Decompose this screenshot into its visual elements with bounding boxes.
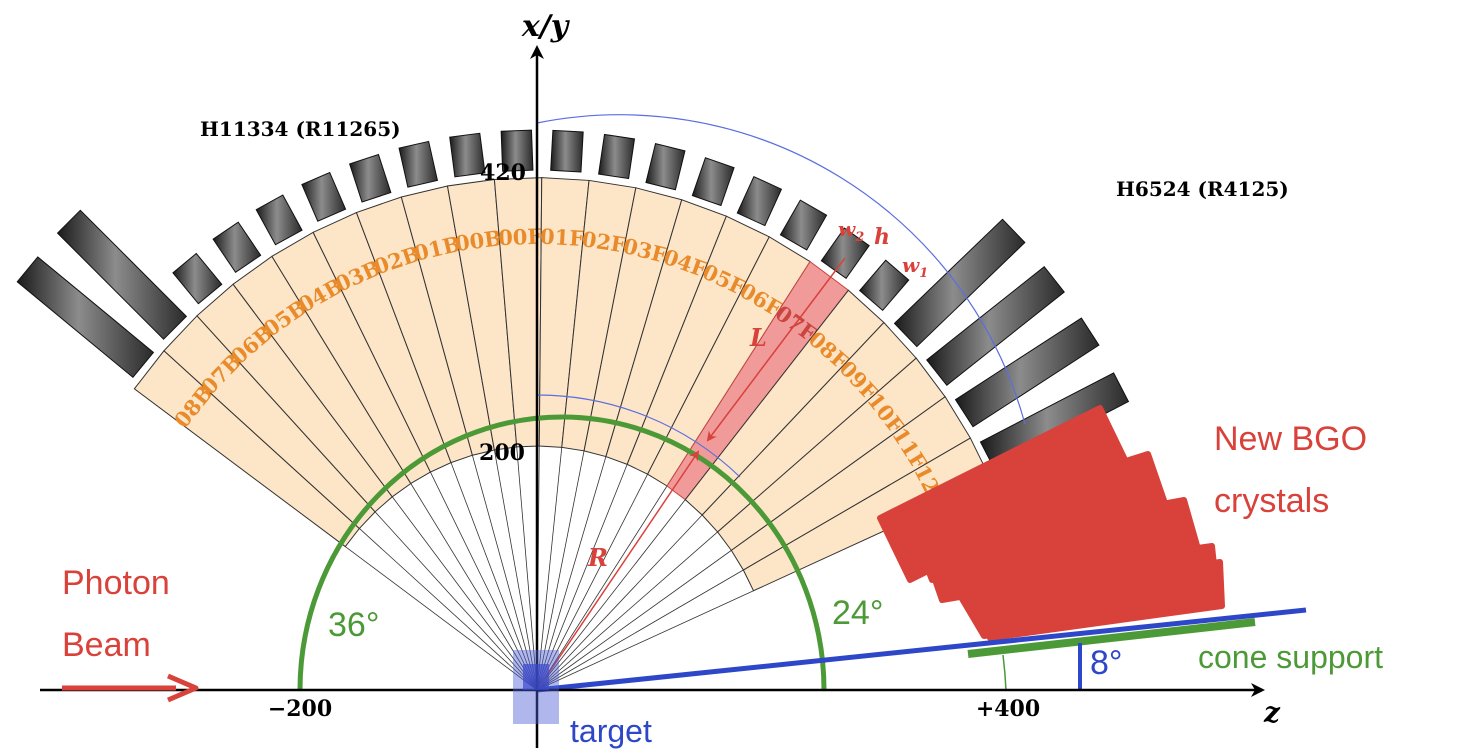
wedge-line (410, 483, 538, 691)
photon-beam-label-1: Photon (62, 564, 170, 602)
target-core (523, 664, 549, 690)
new-bgo-label-2: crystals (1214, 482, 1329, 520)
pmt-tube-02F (598, 133, 636, 180)
pmt-tubes-group (16, 129, 1130, 472)
dimension-label-w2: w2 (838, 217, 864, 245)
wedge-line (536, 474, 648, 691)
wedge-line (536, 447, 563, 691)
pmt-tube-08B (16, 256, 155, 378)
pmt-tube-11F (954, 317, 1100, 428)
tick-label-minus200: −200 (268, 696, 332, 722)
dimension-label-h: h (874, 224, 890, 250)
crystal-label-00B: 00B (454, 225, 504, 256)
wedge-line (536, 450, 585, 691)
cone-line (536, 607, 1307, 693)
pmt-tube-06F (779, 199, 828, 251)
cone-angle-arc (1002, 654, 1007, 691)
green-inner-arc (297, 414, 827, 691)
dimension-label-L: L (749, 323, 767, 352)
pmt-tube-05F (736, 175, 783, 227)
pmt-tube-03F (645, 143, 686, 191)
wedge-line (391, 496, 538, 691)
crystal-label-00F: 00F (498, 224, 543, 251)
wedge-line (374, 511, 538, 691)
wedge-line (536, 464, 628, 691)
new-bgo-crystals (877, 405, 1225, 641)
w1-main: w (902, 253, 920, 277)
pmt-tube-07B (56, 209, 188, 340)
pmt-tube-03B (301, 171, 347, 222)
angle-label-left: 36° (328, 606, 379, 644)
wedge-line (536, 514, 703, 691)
photon-beam-label-2: Beam (62, 626, 151, 664)
pmt-tube-07F (820, 227, 870, 279)
tick-label-plus400: +400 (976, 696, 1040, 722)
pmt-label-right: H6524 (R4125) (1116, 177, 1289, 201)
w2-sub: 2 (854, 230, 864, 245)
cone-support-label: cone support (1198, 639, 1383, 675)
wedge-line (345, 546, 538, 691)
wedge-line (430, 471, 538, 691)
length-arrow (706, 257, 846, 442)
pmt-tube-00F (500, 129, 534, 172)
dimension-label-R: R (587, 543, 608, 572)
wedge-line (536, 499, 686, 691)
inner-blue-arc (536, 394, 741, 478)
xy-axis-label: x/y (521, 9, 571, 44)
angle-label-right: 24° (832, 594, 883, 632)
z-axis-label: z (1263, 696, 1281, 729)
tick-label-420: 420 (480, 160, 526, 186)
photon-beam-arrowhead (167, 673, 199, 703)
w2-main: w (838, 217, 856, 241)
wedge-line (536, 569, 744, 691)
pmt-tube-05B (212, 221, 262, 273)
pmt-tube-06B (172, 252, 223, 305)
wedge-line (536, 485, 668, 691)
wedge-line (536, 531, 718, 691)
radius-arrow (539, 450, 700, 687)
outer-blue-arc (536, 114, 1026, 425)
pmt-tube-09F (893, 218, 1026, 348)
tick-label-200: 200 (479, 440, 525, 466)
pmt-tube-04F (691, 157, 735, 207)
angle-label-cone: 8° (1090, 644, 1123, 682)
crystal-ring-group: 08B07B06B05B04B03B02B01B00B00F01F02F03F0… (133, 177, 993, 592)
pmt-tube-10F (926, 266, 1065, 386)
dimension-label-w1: w1 (902, 253, 928, 281)
cone-support (967, 618, 1256, 658)
w1-sub: 1 (919, 266, 928, 281)
wedge-line (359, 528, 538, 691)
target-label: target (570, 713, 652, 749)
pmt-tube-01F (550, 129, 584, 173)
wedge-line (536, 550, 732, 691)
wedge-line (450, 462, 538, 691)
pmt-label-left: H11334 (R11265) (200, 117, 401, 141)
pmt-tube-04B (255, 194, 303, 246)
new-bgo-label-1: New BGO (1214, 420, 1367, 458)
wedge-line (493, 449, 538, 691)
pmt-tube-02B (349, 153, 392, 203)
pmt-tube-08F (858, 259, 910, 312)
crystal-label-01F: 01F (539, 224, 585, 251)
wedge-line (472, 455, 538, 691)
wedge-line (536, 590, 754, 691)
pmt-tube-01B (398, 140, 439, 188)
pmt-tube-00B (449, 132, 486, 178)
wedge-line (516, 446, 538, 691)
wedge-line (536, 456, 607, 691)
